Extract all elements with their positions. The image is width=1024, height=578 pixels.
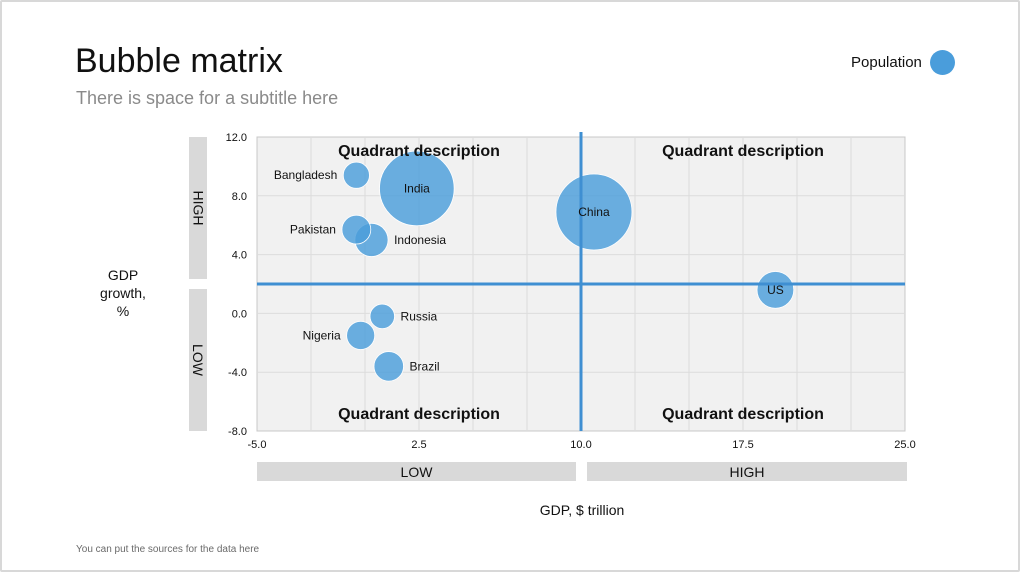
- y-tick-label: 0.0: [232, 308, 247, 320]
- x-band-high-label: HIGH: [729, 463, 765, 480]
- y-tick-label: 12.0: [226, 132, 247, 144]
- bubble-label: Indonesia: [394, 233, 446, 247]
- x-tick-label: 2.5: [411, 439, 426, 451]
- bubble-label: Bangladesh: [274, 168, 337, 182]
- x-band-high: HIGH: [587, 462, 907, 481]
- legend-label: Population: [851, 54, 922, 71]
- y-band-low: LOW: [189, 289, 207, 431]
- legend-bubble-icon: [929, 50, 955, 75]
- bubble: [756, 271, 795, 309]
- bubble-label: Pakistan: [290, 223, 336, 237]
- bubble: [369, 303, 395, 330]
- x-band-low-label: LOW: [400, 463, 433, 480]
- bubble: [341, 214, 372, 245]
- bubble-label: Nigeria: [303, 328, 341, 342]
- bubble-label: US: [767, 283, 784, 297]
- legend: Population: [851, 50, 955, 75]
- y-band-high: HIGH: [189, 137, 207, 279]
- y-tick-label: -8.0: [228, 426, 247, 438]
- quadrant-description: Quadrant description: [338, 143, 500, 160]
- quadrant-description: Quadrant description: [338, 406, 500, 423]
- x-tick-label: 17.5: [732, 439, 753, 451]
- quadrant-description: Quadrant description: [662, 406, 824, 423]
- bubble: [342, 161, 370, 189]
- x-band-low: LOW: [257, 462, 576, 481]
- y-tick-label: 8.0: [232, 191, 247, 203]
- x-tick-label: 10.0: [570, 439, 591, 451]
- bubble-label: India: [404, 181, 430, 195]
- bubble-label: China: [578, 205, 610, 219]
- x-tick-label: -5.0: [248, 439, 267, 451]
- chart-title: Bubble matrix: [75, 42, 283, 80]
- bubble: [379, 150, 455, 227]
- x-tick-label: 25.0: [894, 439, 915, 451]
- x-axis-label: GDP, $ trillion: [539, 502, 625, 518]
- chart-subtitle: There is space for a subtitle here: [76, 88, 339, 108]
- bubble-label: Russia: [401, 309, 438, 323]
- bubble: [555, 173, 633, 251]
- quadrant-description: Quadrant description: [662, 143, 824, 160]
- bubble: [346, 321, 376, 350]
- y-tick-label: -4.0: [228, 367, 247, 379]
- bubble-label: Brazil: [410, 359, 440, 373]
- bubble: [373, 351, 404, 382]
- y-axis-label: GDP growth, %: [100, 267, 146, 319]
- source-note: You can put the sources for the data her…: [76, 544, 260, 555]
- y-tick-label: 4.0: [232, 250, 247, 262]
